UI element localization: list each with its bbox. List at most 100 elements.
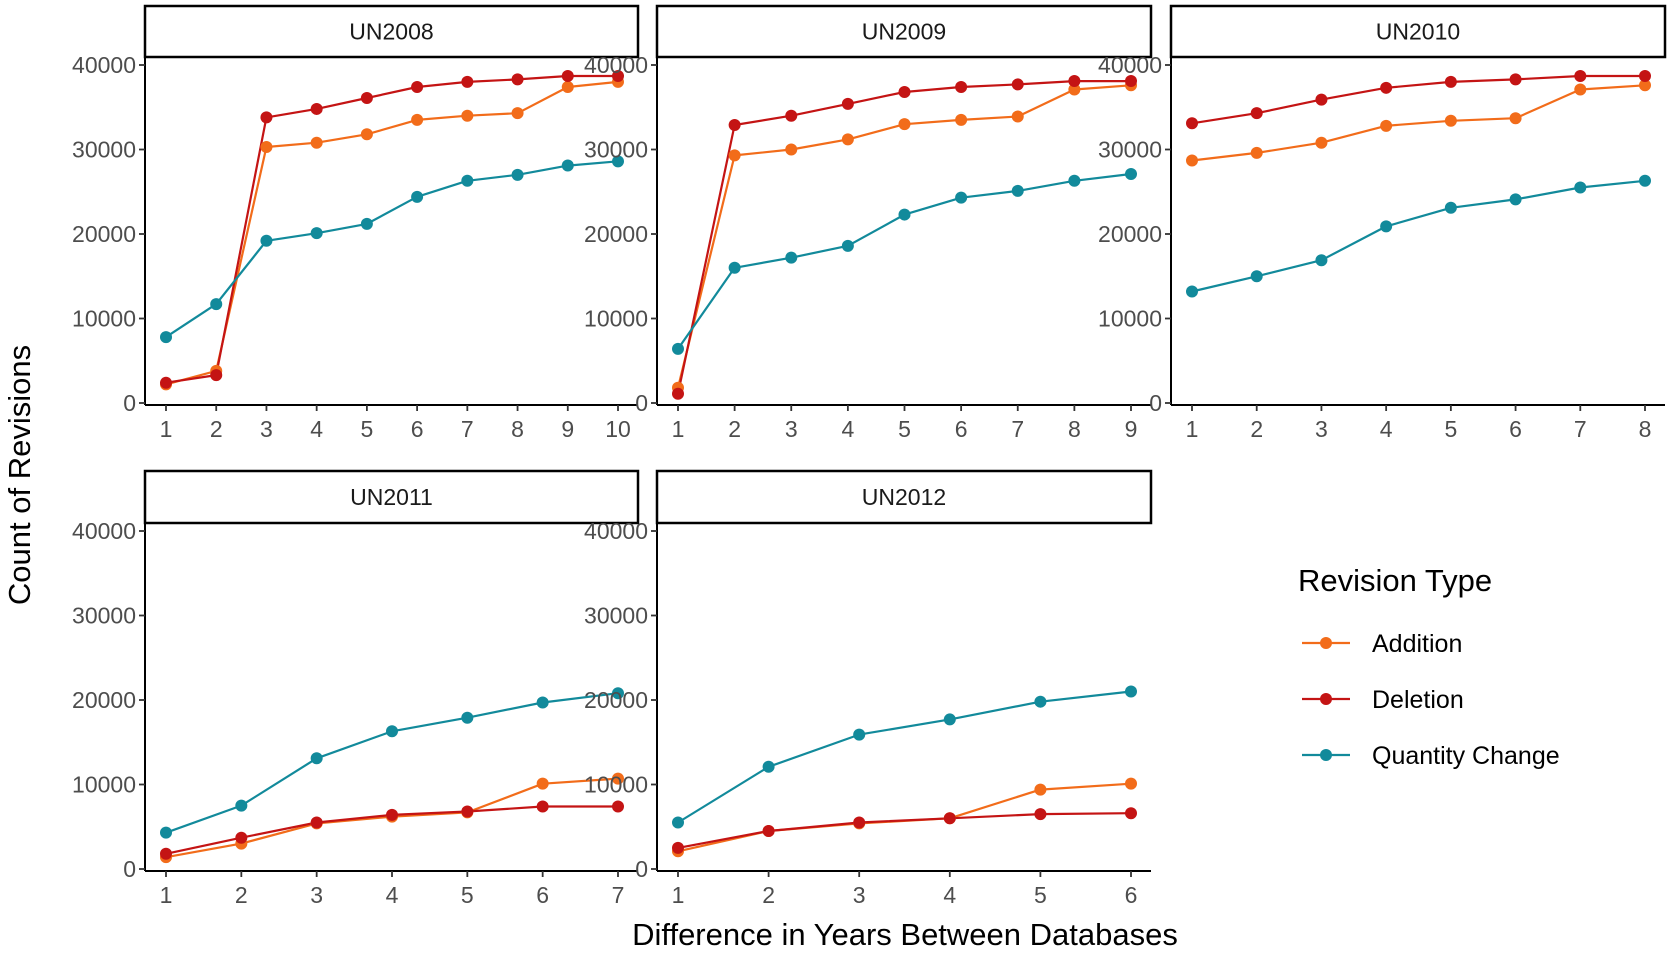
series-line-addition [676,84,1132,389]
point-quantity-change [762,760,775,773]
point-quantity-change [728,261,741,274]
point-quantity-change [672,342,684,355]
x-tick-label: 3 [260,416,273,442]
x-tick-label: 5 [898,416,911,442]
point-deletion [853,816,866,829]
y-tick-label: 40000 [584,518,648,544]
y-tick-label: 0 [1149,390,1162,416]
x-tick-label: 2 [210,416,223,442]
y-tick-label: 10000 [1098,306,1162,332]
strip-title: UN2011 [350,484,433,510]
x-tick-label: 2 [1250,416,1263,442]
point-quantity-change [1315,254,1328,267]
point-deletion [612,800,624,813]
point-quantity-change [461,711,474,724]
x-tick-label: 3 [310,882,323,908]
point-addition [561,80,574,93]
x-tick-label: 9 [1125,416,1138,442]
point-addition [310,136,323,149]
point-quantity-change [536,696,549,709]
x-tick-label: 1 [672,416,685,442]
x-tick-label: 9 [561,416,574,442]
panel-un2009: UN2009 0 10000 20000 30000 40000 1 2 3 4 5 6 7 8 9 [584,4,1153,442]
point-deletion [1125,75,1137,88]
point-deletion [360,91,373,104]
y-tick-label: 40000 [1098,52,1162,78]
x-tick-label: 5 [360,416,373,442]
point-quantity-change [1639,174,1651,187]
point-quantity-change [1125,685,1137,698]
x-tick-label: 3 [785,416,798,442]
strip-title: UN2010 [1376,19,1460,45]
point-quantity-change [360,217,373,230]
series-line-addition [165,80,619,386]
strip-un2009 [655,4,1153,59]
strip-un2011 [143,469,640,525]
point-quantity-change [386,725,398,738]
point-addition [1125,777,1137,790]
y-tick-label: 10000 [584,772,648,798]
point-quantity-change [943,713,956,726]
x-tick-label: 7 [1574,416,1587,442]
y-tick-label: 10000 [72,772,136,798]
point-deletion [1034,808,1047,821]
point-deletion [841,97,854,110]
x-tick-label: 1 [672,882,685,908]
y-tick-label: 30000 [584,603,648,629]
point-deletion [672,387,684,400]
point-quantity-change [853,728,866,741]
point-addition [1315,136,1328,149]
panel-un2012: UN2012 0 10000 20000 30000 40000 1 2 3 4 5 6 [584,469,1153,908]
x-tick-label: 7 [1011,416,1024,442]
point-deletion [310,102,323,115]
legend-key-point [1320,637,1332,649]
series-line-quantity-change [1191,179,1646,293]
y-tick-label: 20000 [72,221,136,247]
point-deletion [1509,73,1522,86]
x-tick-label: 4 [841,416,854,442]
x-tick-label: 8 [511,416,524,442]
point-quantity-change [1380,220,1393,233]
point-deletion [160,847,172,860]
point-addition [1011,110,1024,123]
series-line-quantity-change [677,690,1132,824]
point-quantity-change [1186,285,1198,298]
y-tick-label: 10000 [584,306,648,332]
x-tick-label: 6 [536,882,549,908]
y-tick-label: 0 [123,856,136,882]
y-tick-label: 20000 [584,687,648,713]
point-addition [260,140,273,153]
series-line-quantity-change [165,160,619,339]
point-addition [612,772,624,785]
point-quantity-change [561,159,574,172]
x-tick-label: 5 [1444,416,1457,442]
panel-un2010: UN2010 0 10000 20000 30000 40000 1 2 3 4 5 6 7 8 [1098,4,1667,442]
point-addition [841,133,854,146]
y-tick-label: 0 [123,390,136,416]
x-tick-label: 4 [943,882,956,908]
point-deletion [1068,75,1081,88]
x-tick-label: 8 [1639,416,1652,442]
x-tick-label: 6 [1509,416,1522,442]
point-deletion [1186,117,1198,130]
y-tick-label: 30000 [1098,137,1162,163]
point-deletion [762,824,775,837]
point-addition [1250,146,1263,159]
point-quantity-change [612,155,624,168]
point-deletion [1315,93,1328,106]
strip-title: UN2012 [862,484,946,510]
y-tick-label: 40000 [72,518,136,544]
point-addition [1068,83,1081,96]
point-quantity-change [1444,201,1457,214]
x-tick-label: 5 [461,882,474,908]
x-tick-label: 3 [853,882,866,908]
point-deletion [1574,69,1587,82]
y-tick-label: 30000 [72,137,136,163]
point-deletion [1011,78,1024,91]
legend-item-deletion: Deletion [1302,686,1464,714]
point-quantity-change [511,168,524,181]
panel-un2011: UN2011 0 10000 20000 30000 40000 1 2 3 4 5 6 7 [72,469,640,908]
strip-un2010 [1169,4,1667,59]
point-deletion [310,816,323,829]
